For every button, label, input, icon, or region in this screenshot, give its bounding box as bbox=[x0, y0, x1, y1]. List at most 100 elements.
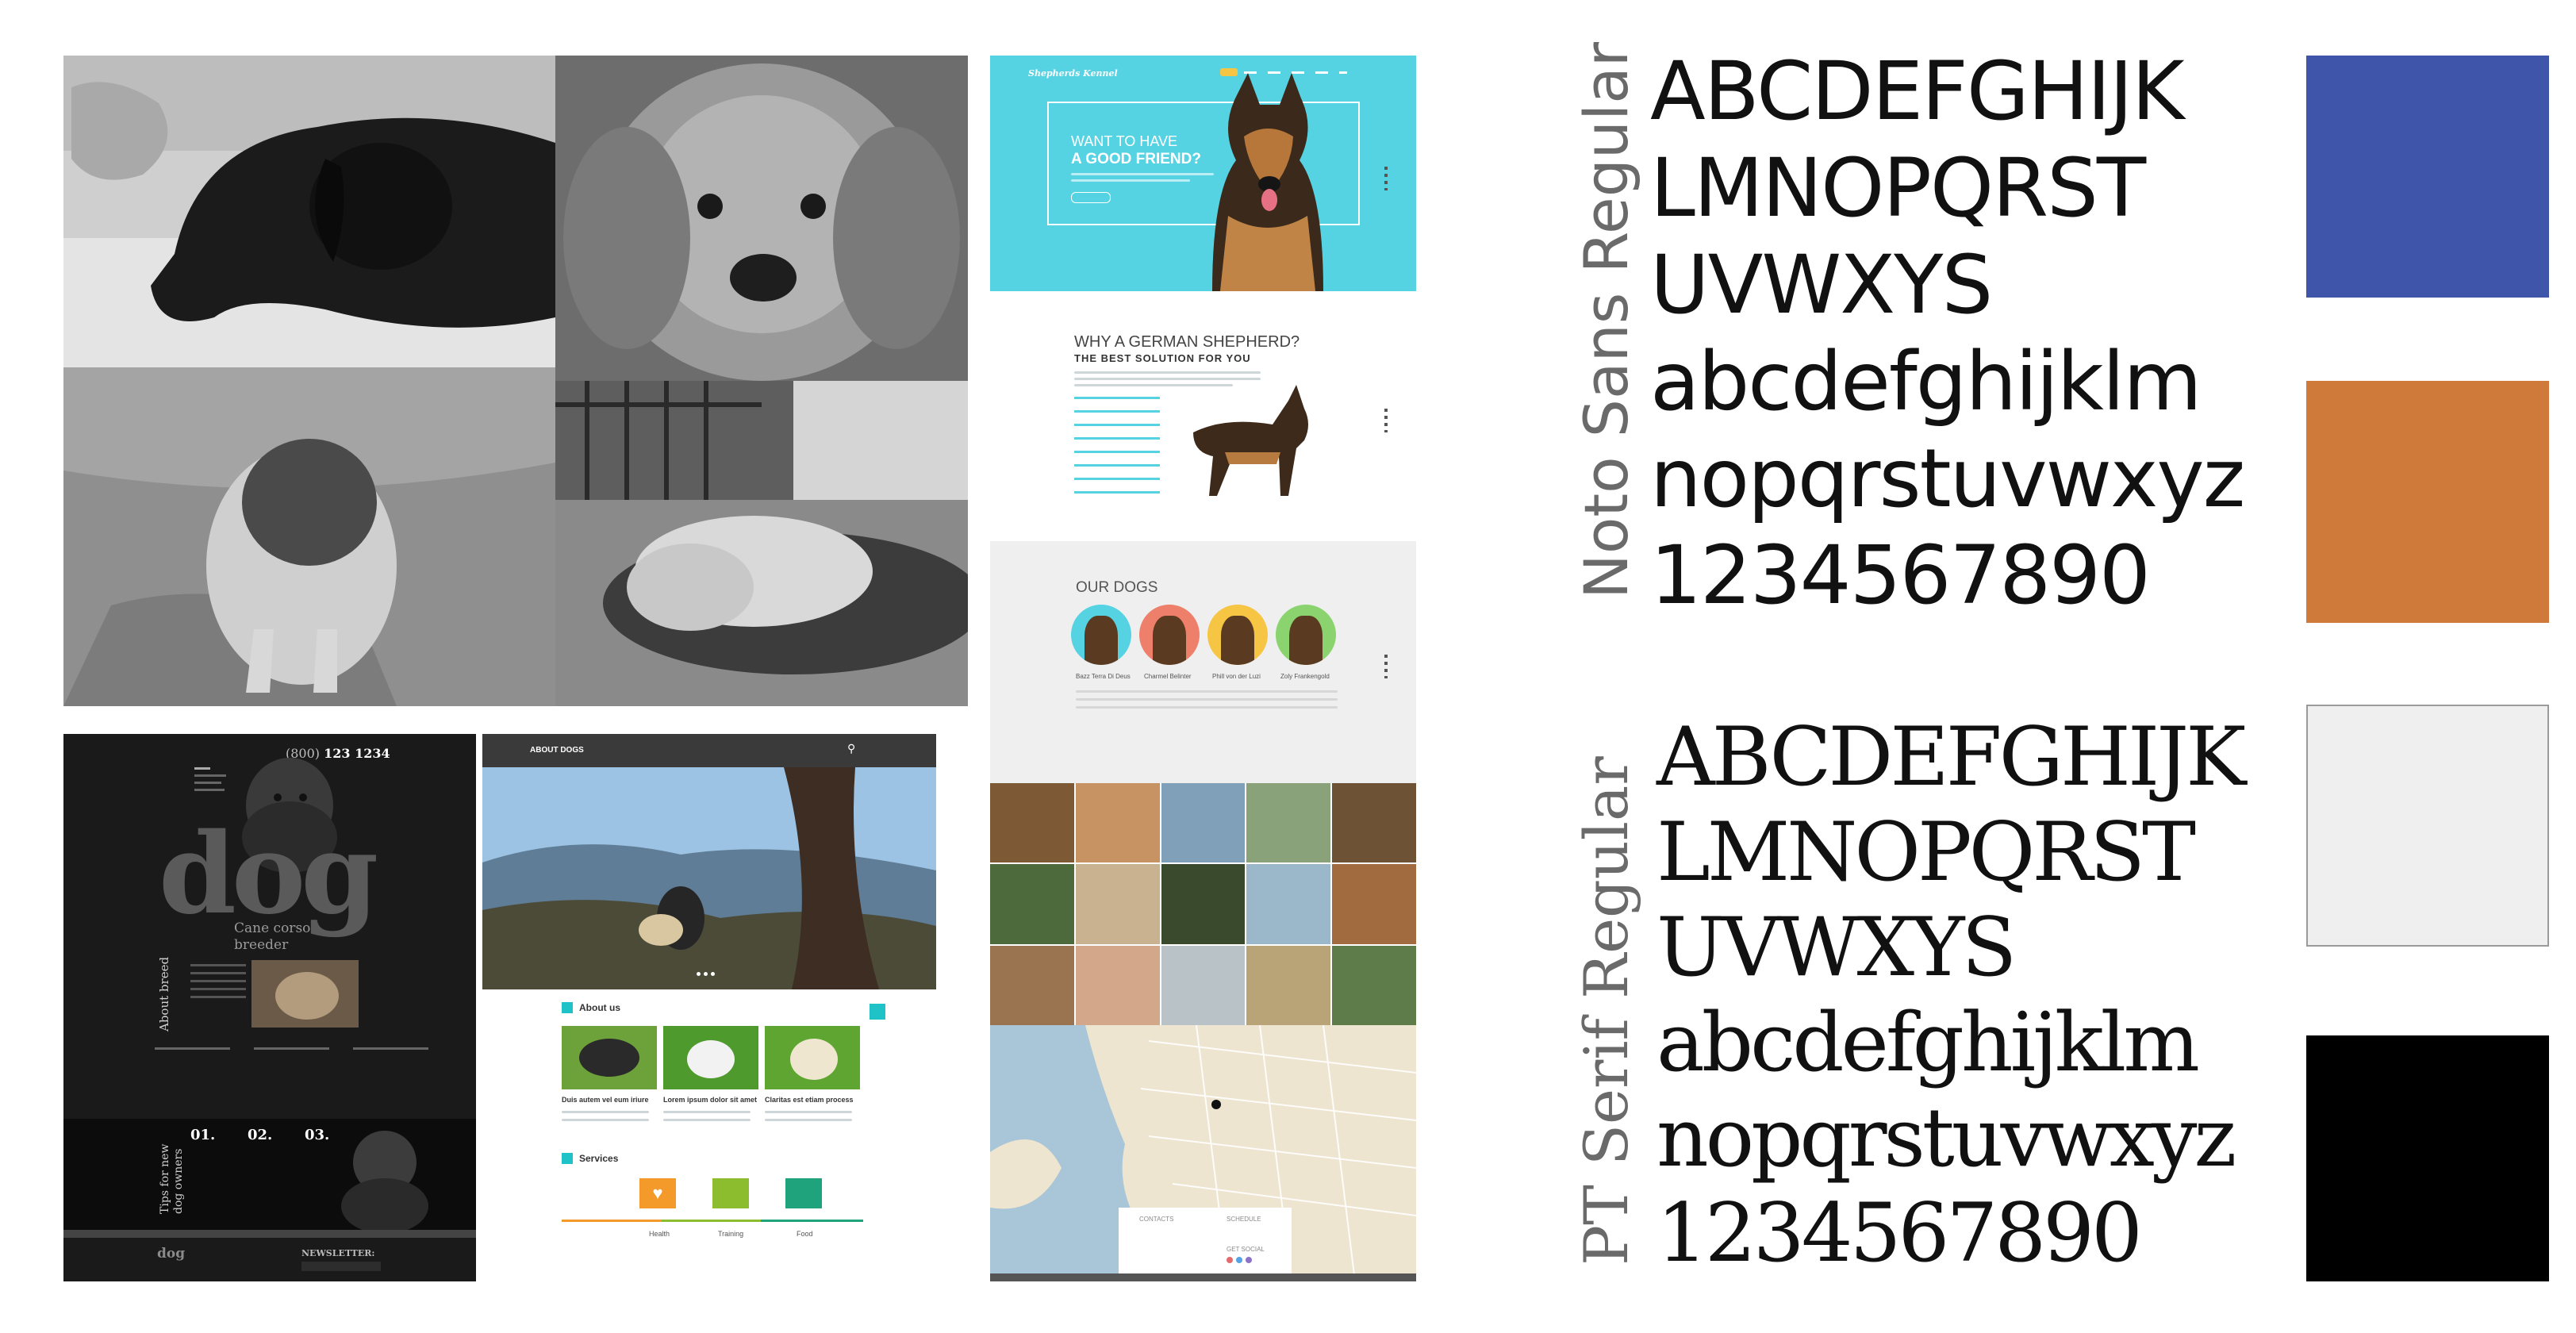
services-icon bbox=[562, 1153, 573, 1164]
serif-line-2: LMNOPQRST bbox=[1657, 805, 2196, 900]
card-text-line bbox=[663, 1119, 751, 1121]
serif-line-6: 1234567890 bbox=[1657, 1186, 2143, 1281]
dog-avatar-1[interactable] bbox=[1071, 605, 1131, 665]
gallery-thumb[interactable] bbox=[1161, 783, 1246, 863]
services-timeline bbox=[562, 1220, 863, 1222]
hero-text-line bbox=[1071, 173, 1214, 175]
mockup-dark-breeder: (800) 123 1234 dog Cane corso breeder Ab… bbox=[63, 734, 476, 1281]
service-training-label: Training bbox=[718, 1230, 744, 1238]
gallery-thumb[interactable] bbox=[1246, 945, 1331, 1025]
our-dogs-section bbox=[990, 541, 1416, 783]
card-text-line bbox=[663, 1111, 751, 1113]
gallery-thumb[interactable] bbox=[1332, 783, 1416, 863]
serif-line-1: ABCDEFGHIJK bbox=[1657, 710, 2246, 805]
social-icons[interactable] bbox=[1227, 1257, 1252, 1263]
sans-line-4: abcdefghijklm bbox=[1650, 335, 2202, 429]
gallery-thumb[interactable] bbox=[1075, 945, 1160, 1025]
hero-line-2: A GOOD FRIEND? bbox=[1071, 151, 1201, 167]
social-icon[interactable] bbox=[1227, 1257, 1233, 1263]
phone-number: (800) 123 1234 bbox=[286, 746, 390, 761]
swatch-orange bbox=[2306, 381, 2549, 623]
side-pagination[interactable] bbox=[1384, 409, 1388, 432]
why-text-line bbox=[1074, 384, 1233, 386]
service-health-label: Health bbox=[649, 1230, 670, 1238]
about-text-block bbox=[190, 964, 246, 998]
gallery-thumb[interactable] bbox=[1246, 783, 1331, 863]
card-title-1[interactable]: Duis autem vel eum iriure bbox=[562, 1096, 649, 1104]
about-icon bbox=[562, 1002, 573, 1013]
card-text-line bbox=[562, 1119, 649, 1121]
about-title: About us bbox=[579, 1002, 620, 1013]
service-training-icon[interactable] bbox=[712, 1178, 749, 1208]
about-dog-photo bbox=[251, 960, 359, 1028]
dog-portrait-dark bbox=[242, 758, 337, 873]
card-title-3[interactable]: Claritas est etiam process bbox=[765, 1096, 854, 1104]
gallery-thumb[interactable] bbox=[990, 783, 1074, 863]
newsletter-input[interactable] bbox=[301, 1262, 381, 1271]
hero-button[interactable] bbox=[1071, 192, 1111, 203]
dog-avatar-2[interactable] bbox=[1139, 605, 1200, 665]
dog-avatar-4[interactable] bbox=[1276, 605, 1336, 665]
sans-font-label: Noto Sans Regular bbox=[1571, 41, 1641, 599]
side-pagination[interactable] bbox=[1384, 655, 1388, 678]
phone-value: 123 1234 bbox=[324, 746, 390, 761]
footer-logo: dog bbox=[157, 1246, 186, 1262]
dog-avatar-3[interactable] bbox=[1207, 605, 1268, 665]
sans-line-3: UVWXYS bbox=[1650, 238, 1993, 332]
nav-active-pill[interactable] bbox=[1220, 68, 1238, 76]
gallery-thumb[interactable] bbox=[1075, 783, 1160, 863]
card-photo-3 bbox=[765, 1026, 860, 1089]
serif-line-5: nopqrstuvwxyz bbox=[1657, 1091, 2236, 1185]
gallery-thumb[interactable] bbox=[990, 864, 1074, 944]
shepherd-standing-photo bbox=[1193, 385, 1308, 496]
footer-divider bbox=[63, 1230, 476, 1238]
why-text-line bbox=[1074, 378, 1261, 380]
scroll-up-button[interactable] bbox=[870, 1004, 885, 1020]
big-word-dog: dog bbox=[159, 809, 378, 939]
sans-line-6: 1234567890 bbox=[1650, 528, 2151, 623]
gallery-thumb[interactable] bbox=[1332, 864, 1416, 944]
footer-bar bbox=[990, 1273, 1416, 1281]
dog-name-4: Zoly Frankengold bbox=[1280, 673, 1330, 680]
tips-heading-2: dog owners bbox=[172, 1148, 185, 1214]
gallery-thumb[interactable] bbox=[1332, 945, 1416, 1025]
swatch-blue bbox=[2306, 56, 2549, 298]
gallery-thumb[interactable] bbox=[1075, 864, 1160, 944]
dog-name-1: Bazz Terra Di Deus bbox=[1076, 673, 1131, 680]
dog-name-2: Charmel Belinter bbox=[1144, 673, 1192, 680]
contacts-label: CONTACTS bbox=[1139, 1216, 1174, 1223]
shepherd-hero-photo bbox=[1212, 73, 1323, 291]
tips-heading: Tips for new dog owners bbox=[159, 1144, 186, 1214]
social-icon[interactable] bbox=[1236, 1257, 1242, 1263]
swatch-black bbox=[2306, 1035, 2549, 1281]
sans-line-5: nopqrstuvwxyz bbox=[1650, 432, 2245, 526]
mockup-shepherd-kennel: Shepherds Kennel WANT TO HAVE A GOOD FRI… bbox=[990, 56, 1416, 1281]
tagline-1: Cane corso bbox=[234, 920, 311, 936]
get-social-label: GET SOCIAL bbox=[1227, 1246, 1265, 1253]
mockup-about-dogs: ABOUT DOGS ⚲ HOME ABOUT SERVICES GALLERY… bbox=[482, 734, 936, 1281]
gallery-thumb[interactable] bbox=[1246, 864, 1331, 944]
photo-gallery bbox=[990, 783, 1416, 1025]
step-1: 01. bbox=[190, 1127, 216, 1143]
phone-prefix: (800) bbox=[286, 746, 321, 761]
side-pagination[interactable] bbox=[1384, 167, 1388, 190]
step-3: 03. bbox=[305, 1127, 330, 1143]
top-header bbox=[482, 734, 936, 767]
sans-specimen: ABCDEFGHIJK LMNOPQRST UVWXYS abcdefghijk… bbox=[1650, 44, 2253, 624]
menu-lines bbox=[194, 767, 226, 791]
gallery-thumb[interactable] bbox=[990, 945, 1074, 1025]
our-dogs-title: OUR DOGS bbox=[1076, 579, 1158, 596]
social-icon[interactable] bbox=[1246, 1257, 1252, 1263]
card-title-2[interactable]: Lorem ipsum dolor sit amet bbox=[663, 1096, 758, 1104]
gallery-thumb[interactable] bbox=[1161, 945, 1246, 1025]
search-icon[interactable]: ⚲ bbox=[847, 742, 856, 755]
brand-logo: Shepherds Kennel bbox=[1028, 68, 1118, 79]
step-2: 02. bbox=[248, 1127, 273, 1143]
hero-frame bbox=[1047, 102, 1360, 225]
service-food-icon[interactable] bbox=[785, 1178, 822, 1208]
newsletter-label: NEWSLETTER: bbox=[301, 1248, 375, 1258]
slider-dots[interactable] bbox=[697, 972, 715, 976]
service-health-icon[interactable]: ♥ bbox=[639, 1178, 676, 1208]
dog-text-line bbox=[1076, 690, 1338, 693]
gallery-thumb[interactable] bbox=[1161, 864, 1246, 944]
